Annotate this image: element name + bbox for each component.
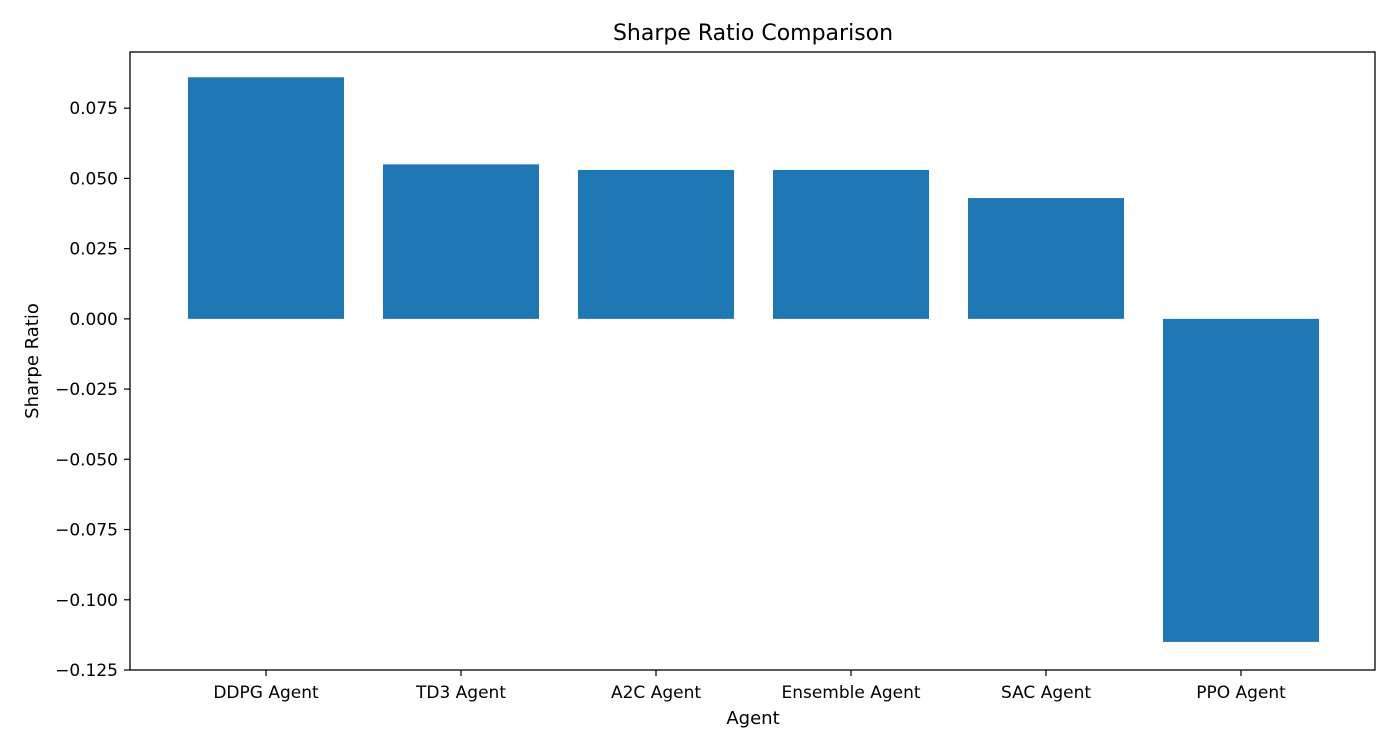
y-tick-label: −0.075 [55,521,118,541]
x-tick-label: A2C Agent [611,683,701,703]
x-tick-label: Ensemble Agent [781,683,920,703]
bars-group [188,77,1319,642]
bar-ppo-agent [1163,318,1319,642]
x-axis-ticks: DDPG Agent TD3 Agent A2C Agent Ensemble Age… [213,670,1286,703]
y-tick-label: −0.125 [55,661,118,681]
chart-title: Sharpe Ratio Comparison [613,21,893,46]
y-tick-label: 0.025 [69,240,118,260]
x-axis-label: Agent [726,708,779,729]
bar-sac-agent [968,198,1124,319]
y-tick-label: 0.075 [69,99,118,119]
plot-area-frame [129,51,1376,671]
y-axis-label: Sharpe Ratio [22,303,43,419]
y-axis-ticks: 0.075 0.050 0.025 0.000 −0.025 −0.050 −0.075 −0… [55,99,130,681]
x-tick-label: SAC Agent [1001,683,1091,703]
y-tick-label: −0.050 [55,450,118,470]
x-tick-label: TD3 Agent [415,683,506,703]
y-tick-label: −0.025 [55,380,118,400]
bar-td3-agent [383,164,539,319]
x-tick-label: PPO Agent [1196,683,1286,703]
y-tick-label: −0.100 [55,591,118,611]
bar-ddpg-agent [188,77,344,319]
y-tick-label: 0.000 [69,310,118,330]
bar-a2c-agent [578,169,734,319]
y-tick-label: 0.050 [69,169,118,189]
bar-ensemble-agent [773,169,929,319]
x-tick-label: DDPG Agent [213,683,319,703]
